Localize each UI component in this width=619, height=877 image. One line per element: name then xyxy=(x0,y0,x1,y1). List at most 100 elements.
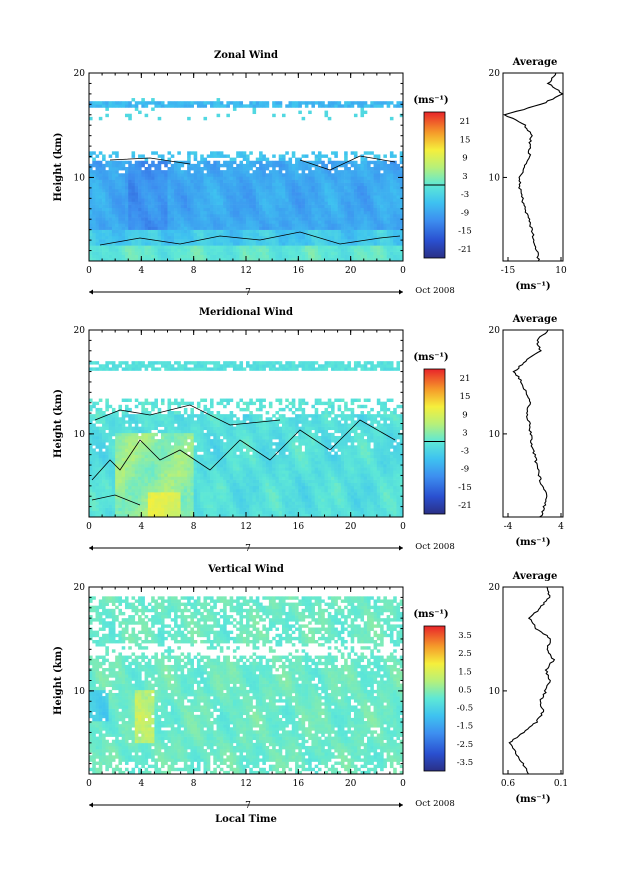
heatmap-cell xyxy=(203,439,207,442)
heatmap-cell xyxy=(289,195,293,198)
heatmap-cell xyxy=(390,217,394,220)
heatmap-cell xyxy=(102,436,106,439)
heatmap-cell xyxy=(135,433,139,436)
heatmap-cell xyxy=(325,255,329,258)
heatmap-cell xyxy=(253,208,257,211)
heatmap-cell xyxy=(122,458,126,461)
heatmap-cell xyxy=(102,211,106,214)
heatmap-cell xyxy=(128,458,132,461)
heatmap-cell xyxy=(102,173,106,176)
heatmap-cell xyxy=(181,245,185,248)
heatmap-cell xyxy=(357,201,361,204)
heatmap-cell xyxy=(168,473,172,476)
heatmap-cell xyxy=(122,483,126,486)
heatmap-cell xyxy=(246,208,250,211)
heatmap-cell xyxy=(154,414,158,417)
heatmap-cell xyxy=(105,402,109,405)
heatmap-cell xyxy=(184,417,188,420)
heatmap-cell xyxy=(115,433,119,436)
heatmap-cell xyxy=(213,223,217,226)
heatmap-cell xyxy=(213,151,217,154)
heatmap-cell xyxy=(203,448,207,451)
heatmap-cell xyxy=(154,498,158,501)
heatmap-cell xyxy=(321,245,325,248)
heatmap-cell xyxy=(331,236,335,239)
heatmap-cell xyxy=(128,220,132,223)
heatmap-cell xyxy=(145,427,149,430)
heatmap-cell xyxy=(370,245,374,248)
heatmap-cell xyxy=(308,239,312,242)
heatmap-cell xyxy=(200,439,204,442)
heatmap-cell xyxy=(338,189,342,192)
heatmap-cell xyxy=(132,220,136,223)
heatmap-cell xyxy=(118,361,122,364)
heatmap-cell xyxy=(122,436,126,439)
heatmap-cell xyxy=(99,508,103,511)
heatmap-cell xyxy=(141,364,145,367)
heatmap-cell xyxy=(220,439,224,442)
heatmap-cell xyxy=(328,158,332,161)
heatmap-cell xyxy=(112,501,116,504)
heatmap-cell xyxy=(328,236,332,239)
heatmap-cell xyxy=(243,242,247,245)
heatmap-cell xyxy=(197,227,201,230)
heatmap-cell xyxy=(341,170,345,173)
heatmap-cell xyxy=(181,402,185,405)
heatmap-cell xyxy=(200,455,204,458)
heatmap-cell xyxy=(298,208,302,211)
heatmap-cell xyxy=(262,245,266,248)
heatmap-cell xyxy=(367,255,371,258)
heatmap-cell xyxy=(125,430,129,433)
heatmap-cell xyxy=(105,233,109,236)
heatmap-cell xyxy=(226,164,230,167)
heatmap-cell xyxy=(243,192,247,195)
heatmap-cell xyxy=(292,205,296,208)
heatmap-cell xyxy=(226,205,230,208)
heatmap-cell xyxy=(128,508,132,511)
heatmap-cell xyxy=(181,367,185,370)
heatmap-cell xyxy=(105,186,109,189)
heatmap-cell xyxy=(96,455,100,458)
heatmap-cell xyxy=(203,486,207,489)
heatmap-cell xyxy=(135,486,139,489)
heatmap-cell xyxy=(112,164,116,167)
heatmap-cell xyxy=(161,236,165,239)
heatmap-cell xyxy=(266,208,270,211)
heatmap-cell xyxy=(164,198,168,201)
heatmap-cell xyxy=(275,214,279,217)
heatmap-cell xyxy=(132,461,136,464)
heatmap-cell xyxy=(243,151,247,154)
heatmap-cell xyxy=(282,245,286,248)
heatmap-cell xyxy=(380,205,384,208)
heatmap-cell xyxy=(135,420,139,423)
heatmap-cell xyxy=(200,161,204,164)
x-tick-label: 4 xyxy=(138,266,144,276)
heatmap-cell xyxy=(122,208,126,211)
heatmap-cell xyxy=(331,214,335,217)
heatmap-cell xyxy=(364,217,368,220)
heatmap-cell xyxy=(190,252,194,255)
heatmap-cell xyxy=(190,464,194,467)
heatmap-cell xyxy=(89,245,93,248)
heatmap-cell xyxy=(246,164,250,167)
heatmap-cell xyxy=(374,239,378,242)
heatmap-cell xyxy=(200,473,204,476)
heatmap-cell xyxy=(328,176,332,179)
heatmap-cell xyxy=(145,476,149,479)
heatmap-cell xyxy=(272,170,276,173)
heatmap-cell xyxy=(168,486,172,489)
heatmap-cell xyxy=(203,186,207,189)
heatmap-cell xyxy=(203,361,207,364)
heatmap-cell xyxy=(89,458,93,461)
heatmap-cell xyxy=(168,417,172,420)
heatmap-cell xyxy=(112,433,116,436)
heatmap-cell xyxy=(190,101,194,104)
heatmap-cell xyxy=(246,233,250,236)
heatmap-cell xyxy=(357,223,361,226)
heatmap-cell xyxy=(269,161,273,164)
heatmap-cell xyxy=(89,439,93,442)
heatmap-cell xyxy=(387,233,391,236)
heatmap-cell xyxy=(246,255,250,258)
heatmap-cell xyxy=(207,230,211,233)
heatmap-cell xyxy=(190,195,194,198)
